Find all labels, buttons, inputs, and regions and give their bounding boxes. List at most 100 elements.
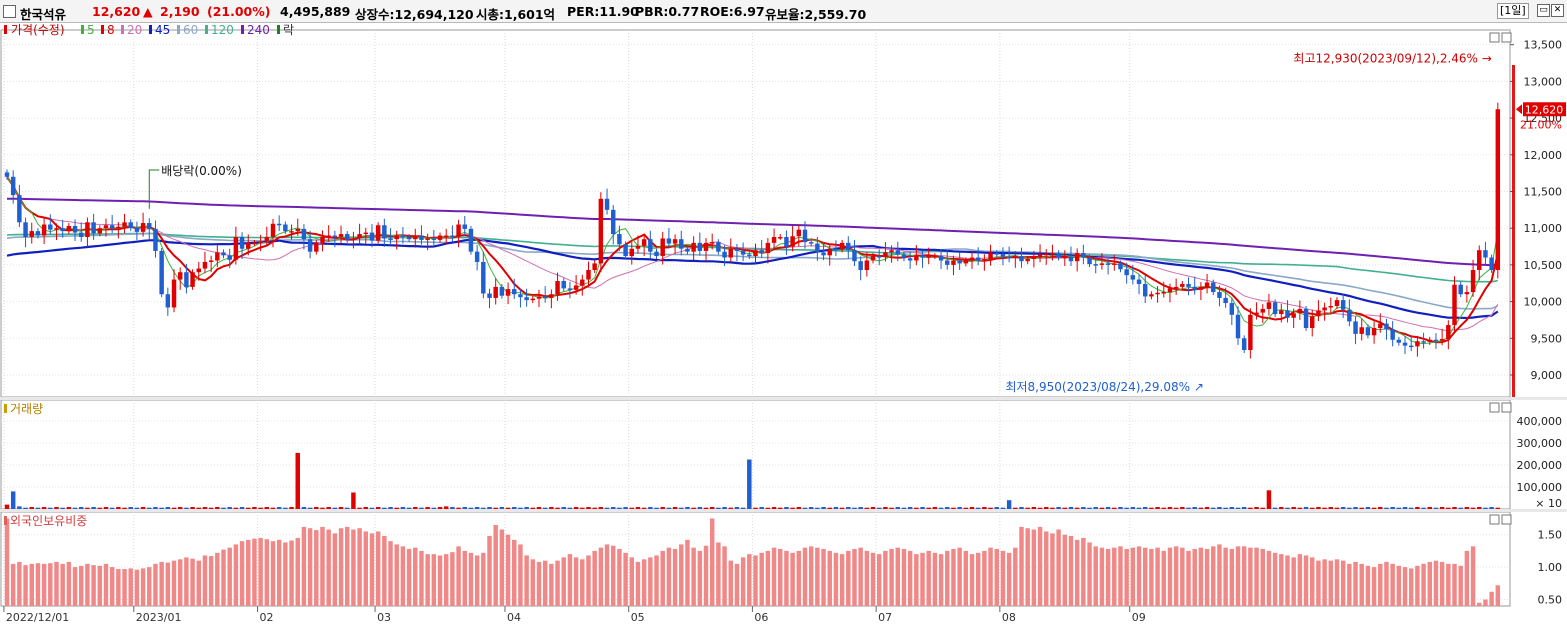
foreign-bar xyxy=(1180,547,1185,606)
foreign-bar xyxy=(1378,563,1383,606)
foreign-bar xyxy=(1427,561,1432,606)
candle-body xyxy=(140,223,146,232)
candle-body xyxy=(375,225,381,241)
candle-body xyxy=(499,286,505,296)
candle-body xyxy=(907,258,913,261)
candle-body xyxy=(561,281,566,289)
foreign-bar xyxy=(914,554,919,606)
volume-bar xyxy=(518,507,523,509)
foreign-bar xyxy=(883,550,888,606)
candle-body xyxy=(1470,270,1476,293)
close-icon[interactable]: ✕ xyxy=(1551,4,1564,17)
legend-ma60-label: 60 xyxy=(183,23,198,37)
legend-ma45-swatch xyxy=(149,25,152,34)
volume-bar xyxy=(276,507,282,509)
candle-body xyxy=(400,235,406,238)
candle-body xyxy=(864,260,870,271)
candle-body xyxy=(301,228,307,240)
candle-body xyxy=(493,286,498,298)
foreign-bar xyxy=(567,554,573,606)
foreign-bar xyxy=(400,546,406,606)
foreign-bar xyxy=(1037,526,1043,606)
candle-body xyxy=(66,225,72,232)
candle-body xyxy=(208,260,214,262)
foreign-bar xyxy=(1248,547,1253,606)
candle-body xyxy=(839,242,845,250)
volume-bar xyxy=(72,507,78,509)
candle-body xyxy=(1285,310,1290,318)
x-tick-label: 02 xyxy=(260,611,274,624)
foreign-bar xyxy=(1396,565,1402,606)
candle-body xyxy=(623,244,628,257)
current-change-label: 21.00% xyxy=(1520,118,1562,131)
volume-bar xyxy=(487,507,492,509)
volume-bar xyxy=(926,507,931,509)
volume-bar xyxy=(239,507,245,509)
candle-body xyxy=(481,261,486,294)
foreign-bar xyxy=(982,550,987,606)
candle-body xyxy=(827,248,832,256)
foreign-bar xyxy=(784,550,789,606)
candle-body xyxy=(487,293,492,298)
volume-bar xyxy=(1254,507,1259,509)
candle-body xyxy=(1006,256,1012,259)
candle-body xyxy=(456,224,461,237)
volume-bar xyxy=(1402,507,1408,509)
volume-bar xyxy=(450,507,455,509)
panel-close-icon[interactable] xyxy=(1501,514,1512,525)
candle-body xyxy=(1260,308,1265,313)
candle-body xyxy=(505,289,511,296)
volume-bar xyxy=(648,507,653,509)
volume-bar xyxy=(270,507,276,509)
pbr-value: PBR:0.77 xyxy=(635,4,700,19)
volume-bar xyxy=(889,507,894,509)
panel-close-icon[interactable] xyxy=(1501,402,1512,413)
foreign-bar xyxy=(493,524,498,606)
foreign-bar xyxy=(109,567,115,606)
foreign-bar xyxy=(1161,550,1166,606)
foreign-bar xyxy=(474,555,480,606)
foreign-bar xyxy=(202,555,208,606)
foreign-bar xyxy=(1211,546,1216,606)
volume-bar xyxy=(159,507,164,509)
volume-bar xyxy=(1334,507,1340,509)
x-tick-label: 03 xyxy=(377,611,391,624)
candle-body xyxy=(159,250,164,295)
foreign-bar xyxy=(1087,542,1092,606)
panel-close-icon[interactable] xyxy=(1501,32,1512,43)
candle-body xyxy=(41,224,47,236)
foreign-bar xyxy=(1105,548,1111,606)
foreign-bar xyxy=(1204,548,1210,606)
foreign-bar xyxy=(140,568,146,606)
candle-body xyxy=(116,226,121,229)
foreign-tick-label: 1.50 xyxy=(1538,529,1563,542)
panel-max-icon[interactable] xyxy=(1489,32,1500,43)
foreign-bar xyxy=(1099,547,1105,606)
candle-body xyxy=(1390,329,1395,340)
foreign-bar xyxy=(839,554,845,606)
volume-bar xyxy=(283,507,288,509)
candle-body xyxy=(54,228,59,230)
volume-tick-label: 200,000 xyxy=(1517,459,1563,472)
volume-tick-label: 100,000 xyxy=(1517,481,1563,494)
foreign-bar xyxy=(790,552,795,606)
maximize-icon[interactable]: ▭ xyxy=(1537,4,1550,17)
high-marker-label: 최고12,930(2023/09/12),2.46% → xyxy=(1293,52,1491,66)
volume-bar xyxy=(561,507,566,509)
panel-max-icon[interactable] xyxy=(1489,514,1500,525)
candle-body xyxy=(413,235,418,240)
volume-bar xyxy=(301,507,307,509)
panel-max-icon[interactable] xyxy=(1489,402,1500,413)
volume-bar xyxy=(419,507,424,509)
volume-bar xyxy=(406,507,412,509)
volume-bar xyxy=(394,507,399,509)
period-selector[interactable]: [1일] xyxy=(1497,3,1529,19)
legend-price-swatch xyxy=(4,25,7,34)
foreign-bar xyxy=(536,561,542,606)
volume-bar xyxy=(246,507,251,509)
candle-body xyxy=(920,255,925,258)
ma60-line xyxy=(6,232,1499,310)
select-checkbox[interactable] xyxy=(3,5,16,18)
volume-bar xyxy=(827,507,832,509)
foreign-bar xyxy=(1470,546,1476,606)
